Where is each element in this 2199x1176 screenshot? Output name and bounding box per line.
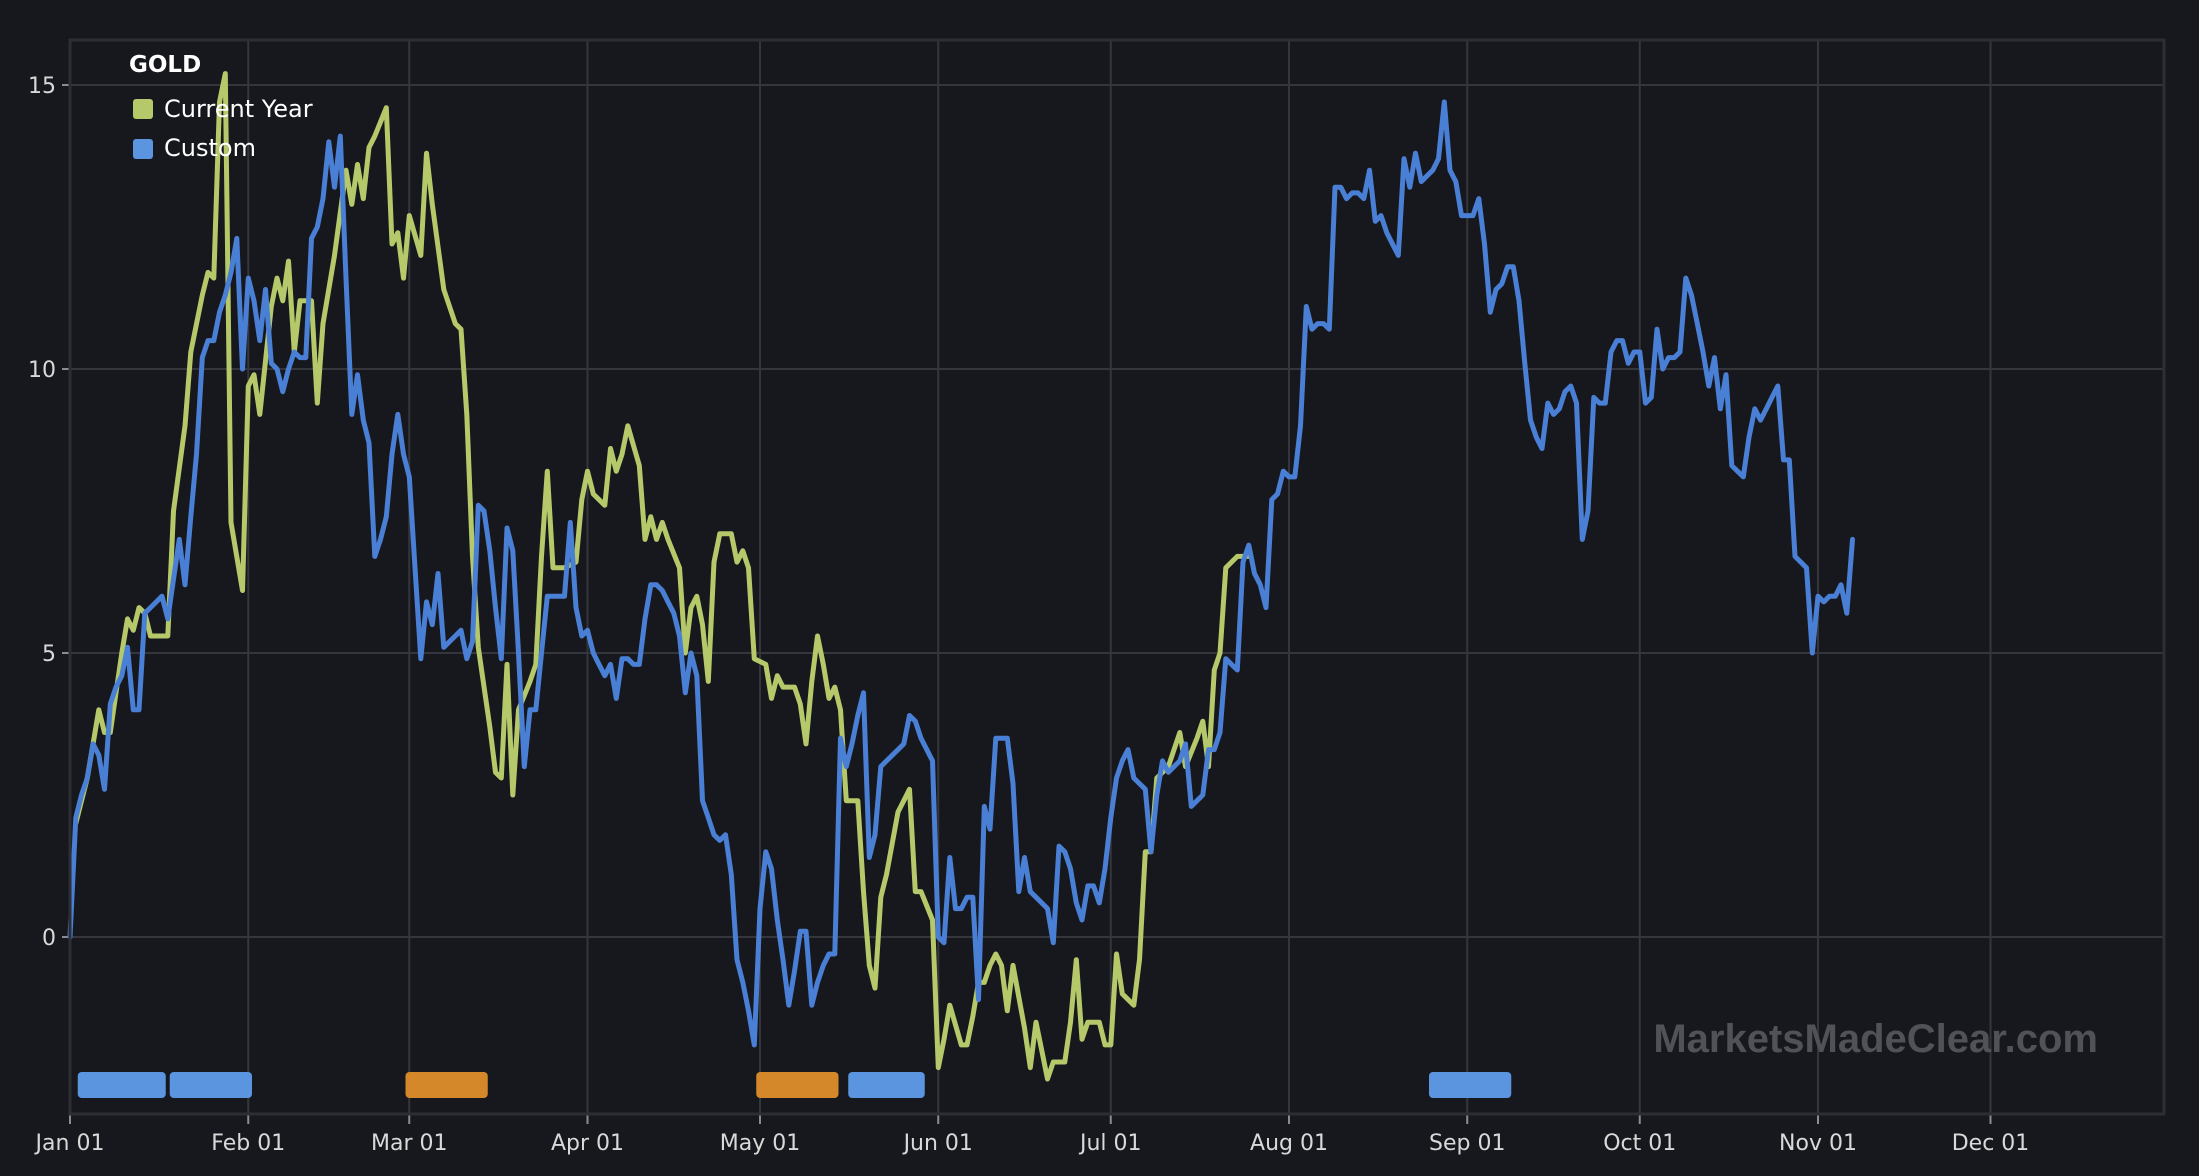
plot-frame — [68, 38, 2166, 1116]
legend-swatch-current-year[interactable] — [133, 99, 153, 119]
y-tick-label: 0 — [42, 926, 56, 951]
x-tick-label: Oct 01 — [1603, 1131, 1676, 1156]
tag-bar-blue[interactable] — [848, 1072, 925, 1098]
tag-bar-orange[interactable] — [756, 1072, 839, 1098]
x-tick-label: Jan 01 — [34, 1131, 105, 1156]
x-tick-label: Sep 01 — [1429, 1131, 1505, 1156]
legend[interactable]: GOLD Current Year Custom — [129, 52, 313, 162]
tag-bar-blue[interactable] — [169, 1072, 252, 1098]
x-tick-label: Feb 01 — [211, 1131, 285, 1156]
x-tick-label: Aug 01 — [1250, 1131, 1328, 1156]
x-tick-label: Apr 01 — [551, 1131, 624, 1156]
tag-bar-blue[interactable] — [1429, 1072, 1512, 1098]
series-lines — [67, 71, 1855, 1082]
tag-bar-orange[interactable] — [405, 1072, 488, 1098]
tag-bars — [77, 1072, 1512, 1098]
y-tick-label: 5 — [42, 642, 56, 667]
series-line-custom — [67, 99, 1855, 1048]
x-tick-label: Nov 01 — [1779, 1131, 1857, 1156]
x-tick-label: May 01 — [720, 1131, 800, 1156]
tag-bar-blue[interactable] — [77, 1072, 166, 1098]
series-line-current-year — [73, 71, 1252, 1082]
y-tick-label: 10 — [28, 358, 56, 383]
x-tick-label: Jul 01 — [1078, 1131, 1142, 1156]
legend-title: GOLD — [129, 52, 201, 78]
y-tick-label: 15 — [28, 74, 56, 99]
x-tick-label: Jun 01 — [902, 1131, 973, 1156]
y-axis: 0 5 10 15 — [28, 74, 70, 951]
watermark: MarketsMadeClear.com — [1653, 1017, 2098, 1061]
legend-label-custom: Custom — [164, 134, 256, 162]
x-tick-label: Dec 01 — [1952, 1131, 2030, 1156]
grid-lines — [69, 40, 2164, 1114]
legend-swatch-custom[interactable] — [133, 139, 153, 159]
x-axis: Jan 01 Feb 01 Mar 01 Apr 01 May 01 Jun 01 Jul … — [34, 1114, 2030, 1156]
x-tick-label: Mar 01 — [371, 1131, 448, 1156]
legend-label-current-year[interactable]: Current Year — [164, 95, 313, 123]
